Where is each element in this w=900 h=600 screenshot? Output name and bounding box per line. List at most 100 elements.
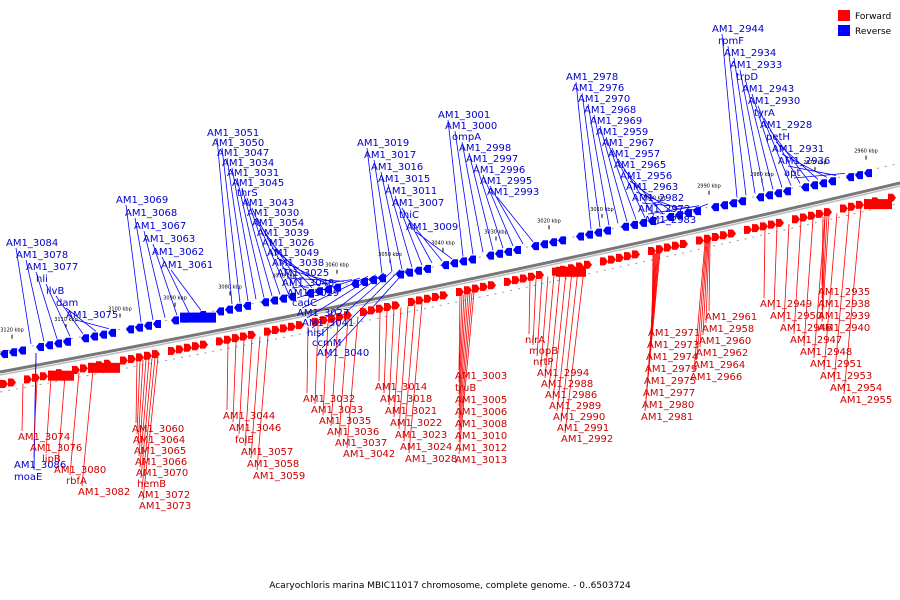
gene-label-forward: AM1_2948	[800, 347, 852, 358]
leader-line-reverse	[468, 152, 494, 251]
forward-gene-glyph	[376, 304, 384, 313]
forward-gene-glyph	[456, 287, 464, 296]
gene-label-forward: AM1_3059	[253, 471, 305, 482]
gene-label-forward: AM1_2951	[810, 359, 862, 370]
gene-label-reverse: AM1_2943	[742, 84, 794, 95]
leader-line-forward	[403, 304, 416, 442]
map-caption: Acaryochloris marina MBIC11017 chromosom…	[269, 581, 631, 591]
gene-label-reverse: AM1_3049	[267, 248, 319, 259]
reverse-gene-glyph	[504, 247, 512, 256]
reverse-gene-glyph	[306, 289, 314, 298]
gene-label-reverse: AM1_3043	[242, 198, 294, 209]
reverse-gene-glyph	[603, 226, 611, 235]
leader-line-forward	[226, 342, 229, 411]
leader-line-reverse	[373, 159, 393, 272]
forward-gene-glyph	[176, 345, 184, 354]
gene-label-reverse: AM1_3011	[385, 186, 437, 197]
legend-forward-label: Forward	[855, 12, 891, 22]
leader-line-reverse	[143, 230, 166, 318]
forward-gene-glyph	[608, 255, 616, 264]
gene-label-forward: AM1_2964	[693, 360, 745, 371]
gene-label-reverse: AM1_3061	[161, 260, 213, 271]
gene-label-forward: AM1_3065	[134, 446, 186, 457]
leader-line-forward	[398, 306, 409, 430]
tick-label: 3040 kbp	[431, 241, 455, 247]
leader-line-forward	[141, 357, 156, 490]
gene-label-reverse: AM1_3034	[222, 158, 274, 169]
forward-gene-glyph	[848, 202, 856, 211]
leader-line-reverse	[617, 158, 655, 216]
forward-gene-glyph	[296, 321, 304, 330]
gene-label-reverse: AM1_2967	[602, 138, 654, 149]
tick-label: 3000 kbp	[643, 195, 667, 201]
forward-gene-glyph	[648, 246, 656, 255]
gene-label-reverse: trpD	[736, 72, 758, 83]
forward-gene-glyph	[192, 342, 200, 351]
forward-gene-glyph	[432, 293, 440, 302]
leader-line-reverse	[170, 269, 202, 311]
gene-label-forward: AM1_2960	[699, 336, 751, 347]
tick-label: 3090 kbp	[163, 296, 187, 302]
gene-label-reverse: AM1_3048	[282, 278, 334, 289]
leader-line-forward	[644, 252, 661, 412]
gene-label-reverse: tyrA	[754, 108, 775, 119]
leader-line-forward	[137, 359, 144, 446]
gene-label-forward: AM1_3080	[54, 465, 106, 476]
gene-label-forward: AM1_3013	[455, 455, 507, 466]
leader-line-reverse	[35, 271, 58, 340]
gene-label-forward: AM1_2954	[830, 383, 882, 394]
leader-line-forward	[544, 275, 555, 379]
axis-backbone	[0, 181, 900, 374]
leader-line-forward	[458, 293, 471, 431]
forward-gene-glyph	[216, 337, 224, 346]
leader-line-reverse	[387, 183, 413, 268]
reverse-gene-glyph	[63, 337, 71, 346]
reverse-gene-glyph	[729, 199, 737, 208]
reverse-gene-glyph	[378, 274, 386, 283]
forward-gene-glyph	[680, 239, 688, 248]
forward-gene-glyph	[344, 311, 352, 320]
gene-label-reverse: AM1_3054	[252, 218, 304, 229]
gene-label-forward: AM1_3082	[78, 487, 130, 498]
leader-line-forward	[532, 279, 537, 346]
gene-label-reverse: ilvB	[46, 286, 64, 297]
leader-line-forward	[803, 218, 814, 347]
forward-gene-glyph	[472, 284, 480, 293]
reverse-gene-glyph	[369, 276, 377, 285]
gene-label-reverse: AM1_2965	[614, 160, 666, 171]
gene-label-forward: AM1_3014	[375, 382, 427, 393]
leader-line-forward	[696, 242, 707, 360]
reverse-gene-glyph	[405, 268, 413, 277]
tick-label: 2960 kbp	[854, 149, 878, 155]
gene-label-forward: AM1_2939	[818, 311, 870, 322]
tick-label: 3060 kbp	[325, 263, 349, 269]
legend: Forward Reverse	[838, 10, 892, 37]
reverse-gene-glyph	[315, 287, 323, 296]
reverse-gene-glyph	[495, 249, 503, 258]
leader-line-forward	[763, 229, 766, 299]
forward-gene-glyph	[856, 200, 864, 209]
reverse-gene-glyph	[450, 259, 458, 268]
reverse-gene-glyph	[351, 279, 359, 288]
leader-line-reverse	[781, 153, 828, 178]
gene-label-reverse: AM1_3077	[26, 262, 78, 273]
gene-label-forward: AM1_3074	[18, 432, 70, 443]
gene-label-forward: AM1_2971	[648, 328, 700, 339]
reverse-gene-glyph	[828, 177, 836, 186]
tick-label: 2980 kbp	[750, 172, 774, 178]
gene-label-reverse: AM1_2931	[772, 144, 824, 155]
legend-reverse-label: Reverse	[855, 27, 892, 37]
forward-gene-glyph	[384, 303, 392, 312]
gene-label-reverse: AM1_2944	[712, 24, 764, 35]
gene-label-reverse: AM1_3026	[262, 238, 314, 249]
gene-label-forward: AM1_2935	[818, 287, 870, 298]
leader-line-reverse	[366, 147, 383, 274]
forward-gene-glyph	[272, 326, 280, 335]
legend-reverse-swatch	[838, 25, 850, 36]
gene-label-reverse: AM1_3086	[14, 460, 66, 471]
reverse-gene-glyph	[468, 255, 476, 264]
gene-label-reverse: AM1_3030	[247, 208, 299, 219]
leader-line-forward	[140, 358, 153, 479]
gene-label-forward: AM1_3012	[455, 443, 507, 454]
leader-line-reverse	[721, 33, 738, 198]
